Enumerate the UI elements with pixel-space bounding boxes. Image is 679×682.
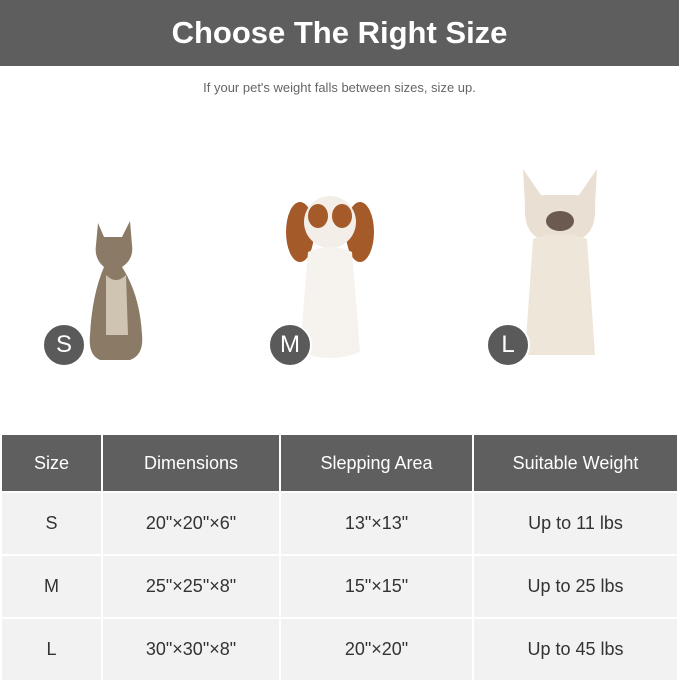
table-row: S 20"×20"×6" 13"×13" Up to 11 lbs [0,491,679,556]
table-header-row: Size Dimensions Slepping Area Suitable W… [0,433,679,493]
cell-weight: Up to 11 lbs [472,491,679,556]
cell-size: S [0,491,103,556]
cell-sleeping-area: 20"×20" [279,617,474,682]
cell-weight: Up to 25 lbs [472,554,679,619]
header-size: Size [0,433,103,493]
cat-image [89,221,143,360]
page-title: Choose The Right Size [0,0,679,66]
header-dimensions: Dimensions [101,433,281,493]
table-row: L 30"×30"×8" 20"×20" Up to 45 lbs [0,617,679,682]
cell-size: M [0,554,103,619]
bulldog-image [523,169,597,355]
table-row: M 25"×25"×8" 15"×15" Up to 25 lbs [0,554,679,619]
cell-sleeping-area: 15"×15" [279,554,474,619]
cell-dimensions: 20"×20"×6" [101,491,281,556]
spaniel-image [286,196,374,358]
size-badge-s: S [42,323,86,367]
cell-sleeping-area: 13"×13" [279,491,474,556]
cell-weight: Up to 45 lbs [472,617,679,682]
cell-size: L [0,617,103,682]
size-tip: If your pet's weight falls between sizes… [203,80,476,95]
cell-dimensions: 25"×25"×8" [101,554,281,619]
cell-dimensions: 30"×30"×8" [101,617,281,682]
header-weight: Suitable Weight [472,433,679,493]
size-badge-l: L [486,323,530,367]
header-sleeping-area: Slepping Area [279,433,474,493]
size-table: Size Dimensions Slepping Area Suitable W… [0,433,679,682]
size-badge-m: M [268,323,312,367]
